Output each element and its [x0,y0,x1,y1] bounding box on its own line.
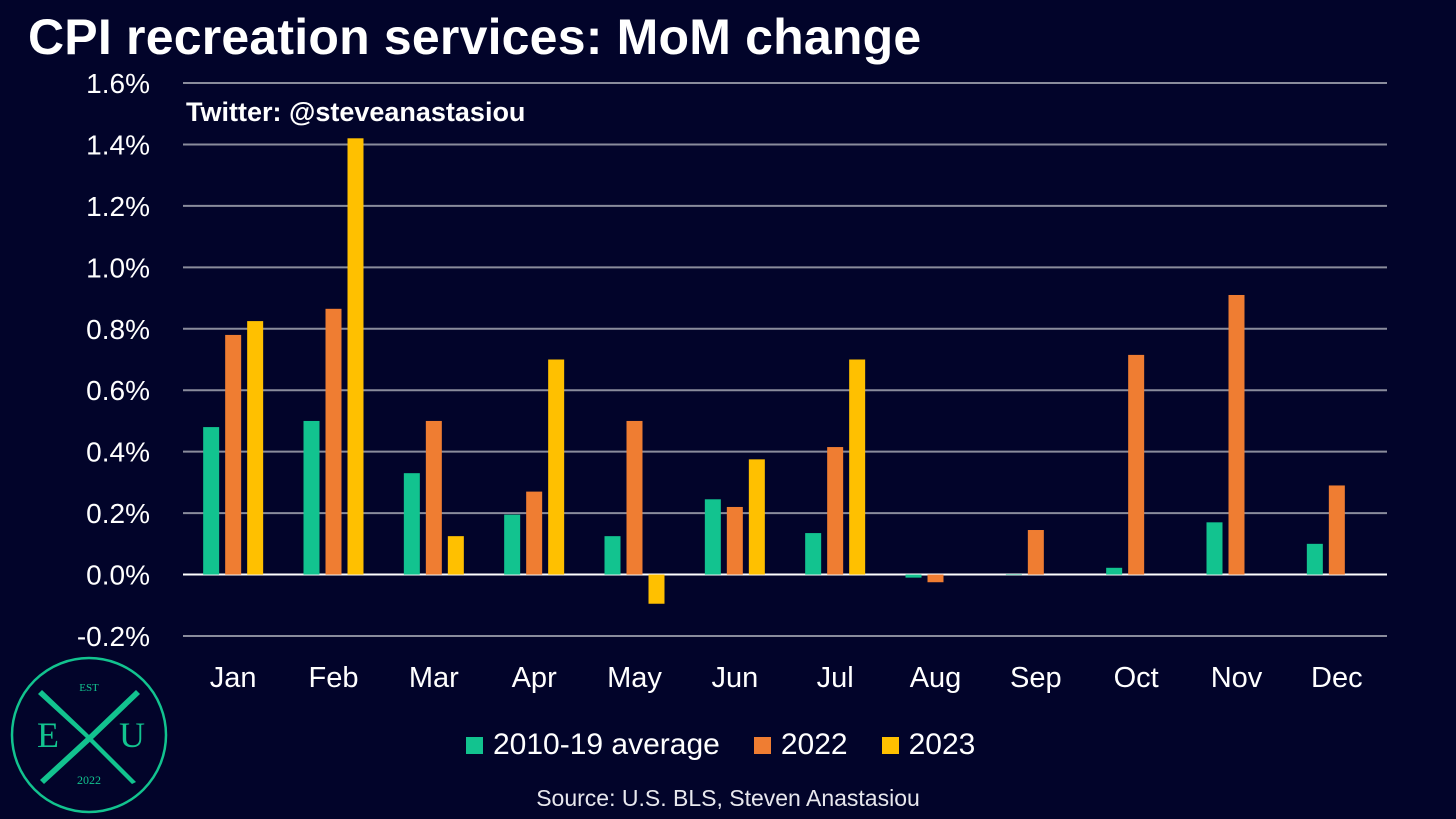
bars [203,138,1345,604]
bar-sep-2022 [1027,530,1044,575]
source-note: Source: U.S. BLS, Steven Anastasiou [536,785,920,811]
x-tick-label: Jun [711,662,758,694]
legend-item: 2022 [753,728,848,762]
bar-jan-2010-19-average [203,427,220,575]
logo-year-text: 2022 [77,773,101,787]
bar-sep-2010-19-average [1005,574,1022,576]
y-tick-label: 0.0% [86,560,150,591]
legend: 2010-19 average 2022 2023 [466,728,975,762]
twitter-handle-watermark: Twitter: @steveanastasiou [186,97,525,127]
bar-may-2023 [648,574,665,604]
bar-mar-2022 [425,420,442,575]
y-tick-label: 1.4% [86,129,150,160]
legend-label: 2023 [908,728,976,761]
legend-swatch [881,736,899,754]
bar-may-2022 [626,420,643,575]
legend-item: 2023 [881,728,976,762]
y-tick-label: 1.6% [86,68,150,99]
logo-est-text: EST [79,682,99,694]
bar-may-2010-19-average [604,536,621,575]
bar-nov-2010-19-average [1206,522,1223,575]
y-axis-ticks: -0.2% 0.0% 0.2% 0.4% 0.6% 0.8% 1.0% 1.2% 1.4% 1.6… [77,68,150,652]
y-tick-label: 0.6% [86,375,150,406]
bar-feb-2023 [347,138,364,575]
bar-apr-2023 [548,359,565,575]
bar-jun-2010-19-average [704,499,721,575]
logo-letter-e: E [37,715,59,755]
bar-aug-2010-19-average [905,574,922,578]
bar-apr-2010-19-average [504,514,521,575]
x-tick-label: Apr [512,662,557,694]
chart-title: CPI recreation services: MoM change [28,9,922,65]
bar-jul-2010-19-average [805,533,822,575]
bar-aug-2022 [927,574,944,583]
bar-feb-2022 [325,308,342,575]
y-tick-label: 1.0% [86,252,150,283]
x-tick-label: Jul [817,662,854,694]
x-tick-label: Feb [309,662,359,694]
bar-jul-2023 [849,359,866,575]
y-tick-label: 0.8% [86,314,150,345]
legend-swatch [753,736,771,754]
y-tick-label: 0.2% [86,498,150,529]
bar-jun-2022 [726,506,743,575]
legend-label: 2010-19 average [493,728,720,761]
bar-dec-2022 [1328,485,1345,575]
bar-apr-2022 [526,491,543,575]
x-tick-label: Nov [1211,662,1263,694]
legend-swatch [466,736,483,754]
logo-x-stroke-2 [40,690,140,784]
gridlines [183,82,1387,637]
legend-label: 2022 [780,728,848,761]
bar-jan-2022 [225,334,242,575]
legend-item: 2010-19 average [466,728,720,762]
bar-jun-2023 [748,459,765,575]
y-tick-label: -0.2% [77,621,150,652]
bar-oct-2022 [1128,354,1145,575]
bar-dec-2010-19-average [1306,543,1323,575]
bar-nov-2022 [1228,294,1245,575]
x-tick-label: Oct [1114,662,1159,694]
bar-jul-2022 [827,447,844,575]
bar-jan-2023 [247,321,264,575]
chart-plot: -0.2% 0.0% 0.2% 0.4% 0.6% 0.8% 1.0% 1.2% 1.4% 1.6… [77,68,1387,694]
x-tick-label: Dec [1311,662,1363,694]
bar-oct-2010-19-average [1106,567,1123,575]
logo-ring [10,656,168,814]
bar-feb-2010-19-average [303,420,320,575]
x-axis-ticks: Jan Feb Mar Apr May Jun Jul Aug Sep Oct Nov Dec [210,662,1363,694]
x-tick-label: Sep [1010,662,1062,694]
x-tick-label: Mar [409,662,459,694]
y-tick-label: 0.4% [86,437,150,468]
bar-mar-2010-19-average [403,473,420,575]
bar-mar-2023 [447,536,464,575]
x-tick-label: Aug [910,662,962,694]
exu-logo: EST E U 2022 [10,656,168,814]
logo-letter-u: U [119,715,145,755]
x-tick-label: May [607,662,662,694]
x-tick-label: Jan [210,662,257,694]
y-tick-label: 1.2% [86,191,150,222]
